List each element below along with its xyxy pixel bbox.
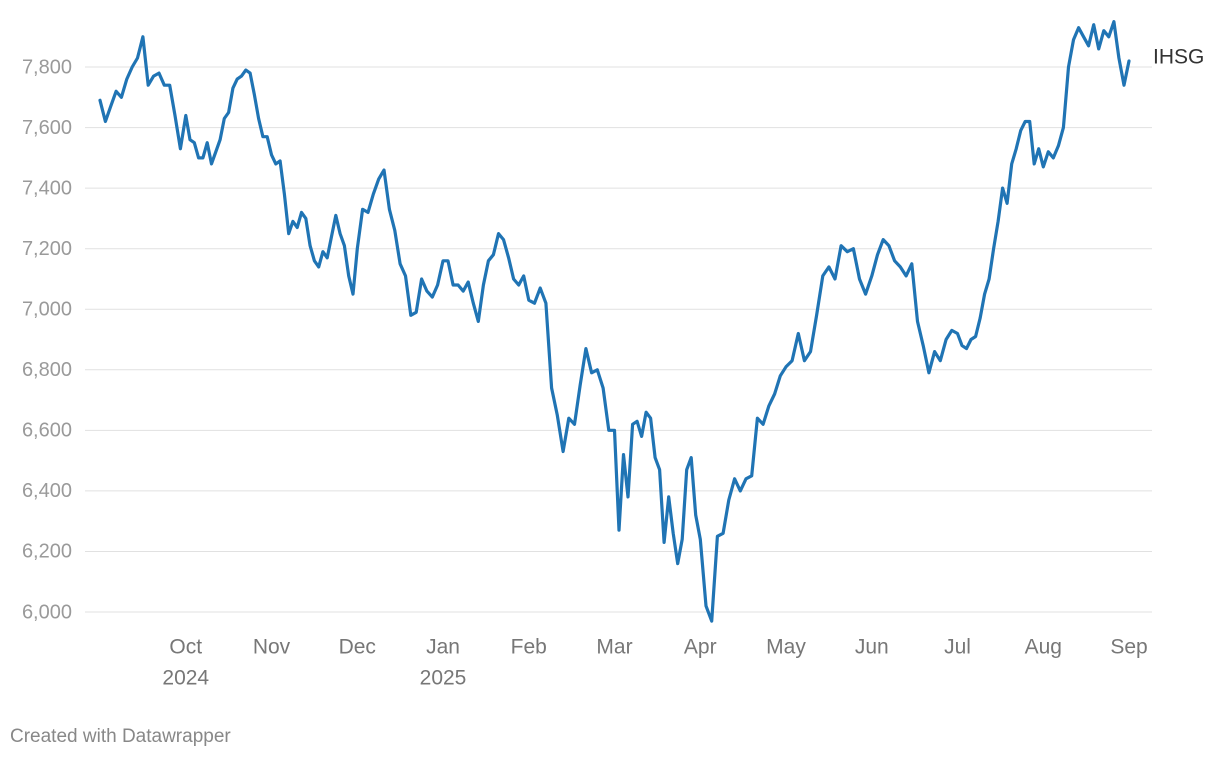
x-tick-label: Aug: [1025, 636, 1062, 659]
x-tick-label: Mar: [596, 636, 632, 659]
series-label: IHSG: [1153, 46, 1204, 69]
credit: Created with Datawrapper: [10, 726, 231, 747]
y-tick-label: 6,800: [22, 359, 72, 381]
x-tick-label: Jun: [855, 636, 889, 659]
x-tick-label: Dec: [339, 636, 376, 659]
y-tick-label: 7,400: [22, 177, 72, 199]
x-tick-label: Apr: [684, 636, 717, 659]
x-tick-label: Nov: [253, 636, 291, 659]
y-tick-label: 6,400: [22, 480, 72, 502]
x-tick-label: Jul: [944, 636, 971, 659]
y-tick-label: 7,000: [22, 299, 72, 321]
x-tick-label: Sep: [1110, 636, 1147, 659]
x-tick-label: Feb: [511, 636, 547, 659]
x-tick-label: May: [766, 636, 806, 659]
y-tick-label: 7,600: [22, 117, 72, 139]
series-line: [98, 20, 1131, 623]
x-tick-year: 2024: [162, 667, 209, 690]
y-tick-label: 7,800: [22, 56, 72, 78]
y-tick-label: 6,000: [22, 601, 72, 623]
x-tick-label: Jan: [426, 636, 460, 659]
y-tick-label: 6,600: [22, 420, 72, 442]
x-tick-label: Oct: [169, 636, 202, 659]
x-tick-year: 2025: [420, 667, 467, 690]
y-tick-label: 7,200: [22, 238, 72, 260]
y-tick-label: 6,200: [22, 541, 72, 563]
